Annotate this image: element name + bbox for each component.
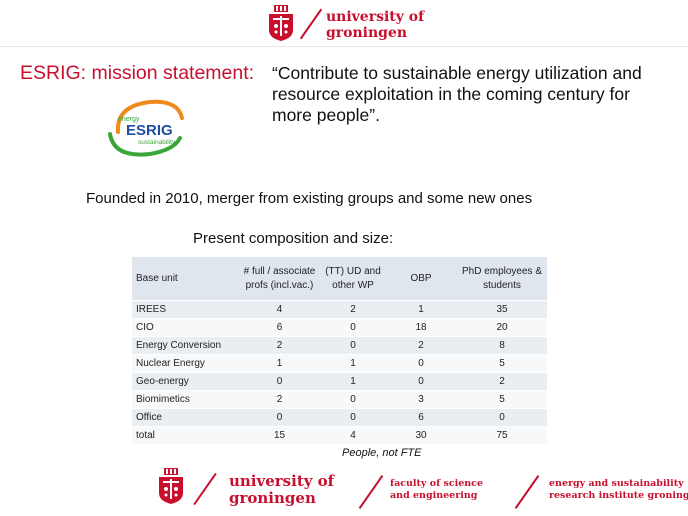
table-cell: Energy Conversion bbox=[132, 336, 238, 355]
table-cell: 0 bbox=[321, 318, 385, 337]
top-header bbox=[0, 0, 688, 47]
table-cell: 0 bbox=[321, 390, 385, 409]
table-header-cell: OBP bbox=[385, 257, 457, 301]
table-cell: Biomimetics bbox=[132, 390, 238, 409]
table-cell: 0 bbox=[321, 408, 385, 427]
faculty-name: faculty of science and engineering bbox=[390, 478, 484, 501]
esrig-logo-bottom-text: sustainability bbox=[138, 139, 176, 146]
table-header-cell: Base unit bbox=[132, 257, 238, 301]
table-cell: 5 bbox=[457, 390, 547, 409]
footer-divider-slash bbox=[514, 475, 540, 509]
table-cell: 30 bbox=[385, 426, 457, 445]
mission-statement: “Contribute to sustainable energy utiliz… bbox=[272, 63, 642, 125]
table-cell: Geo-energy bbox=[132, 372, 238, 391]
table-cell: CIO bbox=[132, 318, 238, 337]
founded-text: Founded in 2010, merger from existing gr… bbox=[86, 190, 533, 207]
table-cell: 5 bbox=[457, 354, 547, 373]
table-cell: 75 bbox=[457, 426, 547, 445]
footer-crest-icon bbox=[156, 466, 186, 506]
table-cell: 4 bbox=[321, 426, 385, 445]
table-cell: total bbox=[132, 426, 238, 445]
table-cell: 0 bbox=[238, 372, 321, 391]
people-note: People, not FTE bbox=[342, 447, 422, 459]
table-row: Geo-energy 0 1 0 2 bbox=[132, 372, 547, 391]
university-crest-icon bbox=[266, 4, 296, 42]
table-cell: 1 bbox=[238, 354, 321, 373]
table-cell: 1 bbox=[321, 372, 385, 391]
table-header-cell: (TT) UD and other WP bbox=[321, 257, 385, 301]
header-university-name: university of groningen bbox=[326, 9, 425, 41]
table-cell: 6 bbox=[238, 318, 321, 337]
esrig-logo: energy ESRIG sustainability bbox=[106, 94, 186, 160]
table-header-cell: PhD employees & students bbox=[457, 257, 547, 301]
table-cell: 6 bbox=[385, 408, 457, 427]
table-cell: 3 bbox=[385, 390, 457, 409]
table-cell: 20 bbox=[457, 318, 547, 337]
table-row: Biomimetics 2 0 3 5 bbox=[132, 390, 547, 409]
composition-table: Base unit # full / associate profs (incl… bbox=[132, 257, 547, 445]
table-row: Energy Conversion 2 0 2 8 bbox=[132, 336, 547, 355]
esrig-swoosh-icon bbox=[108, 99, 184, 157]
table-cell: 4 bbox=[238, 300, 321, 319]
table-cell: 35 bbox=[457, 300, 547, 319]
footer-divider-slash bbox=[193, 472, 217, 506]
table-cell: 0 bbox=[321, 336, 385, 355]
table-row: Office 0 0 6 0 bbox=[132, 408, 547, 427]
table-cell: Nuclear Energy bbox=[132, 354, 238, 373]
table-cell: 1 bbox=[385, 300, 457, 319]
table-header-row: Base unit # full / associate profs (incl… bbox=[132, 257, 547, 301]
table-row: IREES 4 2 1 35 bbox=[132, 300, 547, 319]
table-cell: 2 bbox=[457, 372, 547, 391]
table-cell: 2 bbox=[321, 300, 385, 319]
table-cell: Office bbox=[132, 408, 238, 427]
table-cell: 2 bbox=[238, 336, 321, 355]
slide-title: ESRIG: mission statement: bbox=[20, 62, 255, 84]
table-cell: IREES bbox=[132, 300, 238, 319]
table-cell: 0 bbox=[385, 354, 457, 373]
table-header-cell: # full / associate profs (incl.vac.) bbox=[238, 257, 321, 301]
esrig-logo-top-text: energy bbox=[118, 116, 140, 123]
table-row-total: total 15 4 30 75 bbox=[132, 426, 547, 445]
table-cell: 8 bbox=[457, 336, 547, 355]
institute-name: energy and sustainability research insti… bbox=[549, 478, 688, 501]
table-cell: 0 bbox=[385, 372, 457, 391]
table-row: CIO 6 0 18 20 bbox=[132, 318, 547, 337]
table-cell: 1 bbox=[321, 354, 385, 373]
table-cell: 0 bbox=[457, 408, 547, 427]
footer-university-name: university of groningen bbox=[229, 472, 335, 507]
footer-divider-slash bbox=[358, 475, 384, 509]
table-cell: 18 bbox=[385, 318, 457, 337]
table-cell: 2 bbox=[238, 390, 321, 409]
present-composition-heading: Present composition and size: bbox=[193, 230, 394, 247]
table-cell: 2 bbox=[385, 336, 457, 355]
table-cell: 0 bbox=[238, 408, 321, 427]
table-cell: 15 bbox=[238, 426, 321, 445]
table-row: Nuclear Energy 1 1 0 5 bbox=[132, 354, 547, 373]
esrig-logo-main-text: ESRIG bbox=[126, 122, 173, 139]
